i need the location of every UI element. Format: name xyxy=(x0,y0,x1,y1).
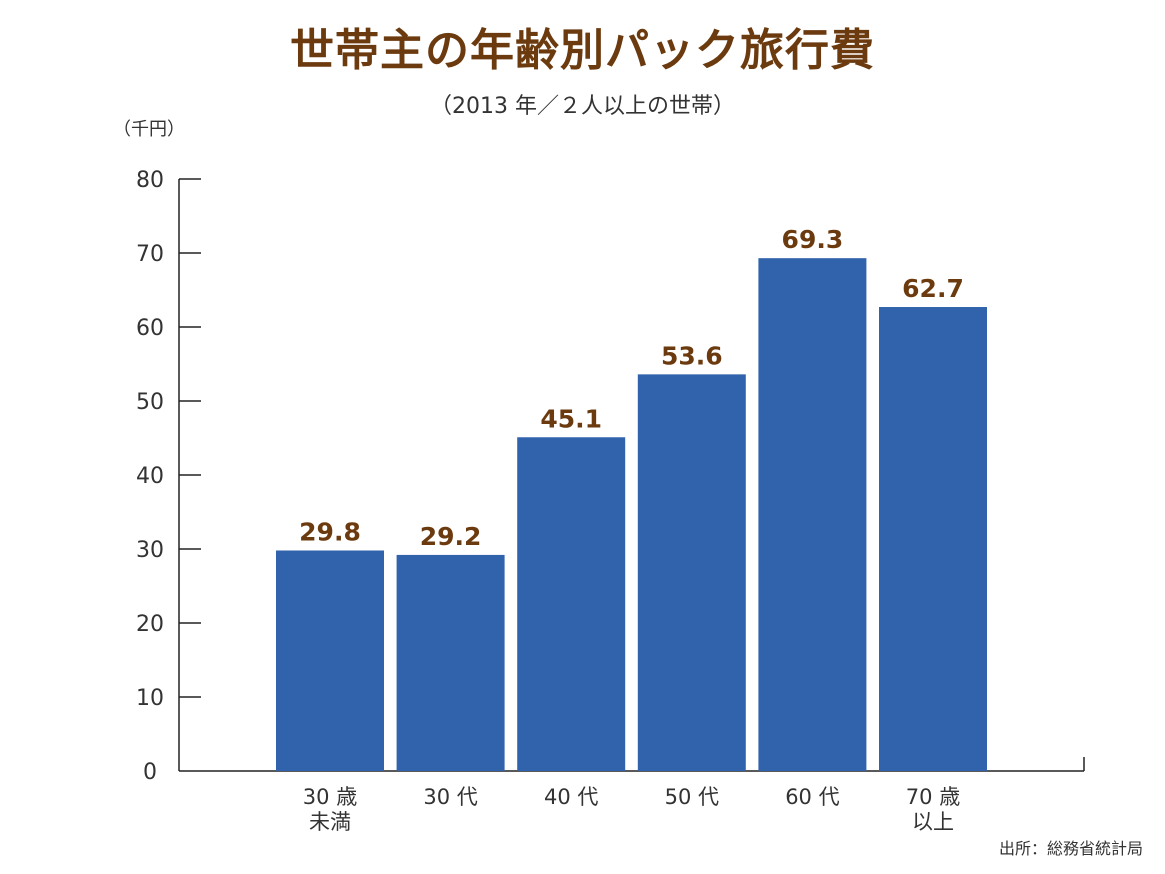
y-axis-unit-label: （千円） xyxy=(113,119,185,140)
y-tick-label: 20 xyxy=(136,612,164,637)
y-tick-label: 60 xyxy=(136,316,164,341)
bar xyxy=(517,437,626,771)
bar-value-label: 29.8 xyxy=(299,517,361,546)
y-tick-label: 50 xyxy=(136,390,164,415)
bar xyxy=(396,554,505,771)
bar-value-label: 45.1 xyxy=(540,404,602,433)
bar-value-label: 53.6 xyxy=(661,341,723,370)
x-category-label: 50 代 xyxy=(665,785,719,809)
y-tick-label: 10 xyxy=(136,686,164,711)
bar xyxy=(637,374,746,771)
bar xyxy=(879,307,987,771)
x-category-label: 40 代 xyxy=(544,785,598,809)
x-category-label: 未満 xyxy=(309,810,351,834)
y-tick-label: 0 xyxy=(143,760,157,785)
chart-subtitle: （2013 年／２人以上の世帯） xyxy=(430,94,735,119)
y-tick-label: 30 xyxy=(136,538,164,563)
bar-value-label: 62.7 xyxy=(902,274,964,303)
x-category-label: 70 歳 xyxy=(906,785,960,809)
bar-value-label: 69.3 xyxy=(782,225,844,254)
x-category-label: 30 歳 xyxy=(303,785,357,809)
chart-title: 世帯主の年齢別パック旅行費 xyxy=(290,25,875,76)
x-category-label: 60 代 xyxy=(785,785,839,809)
y-tick-label: 80 xyxy=(136,168,164,193)
bar xyxy=(276,550,384,771)
bar-value-label: 29.2 xyxy=(420,522,482,551)
y-tick-label: 70 xyxy=(136,242,164,267)
source-note: 出所：総務省統計局 xyxy=(998,839,1143,858)
x-category-label: 以上 xyxy=(912,810,954,834)
x-category-label: 30 代 xyxy=(423,785,477,809)
y-tick-label: 40 xyxy=(136,464,164,489)
bar xyxy=(758,258,867,771)
